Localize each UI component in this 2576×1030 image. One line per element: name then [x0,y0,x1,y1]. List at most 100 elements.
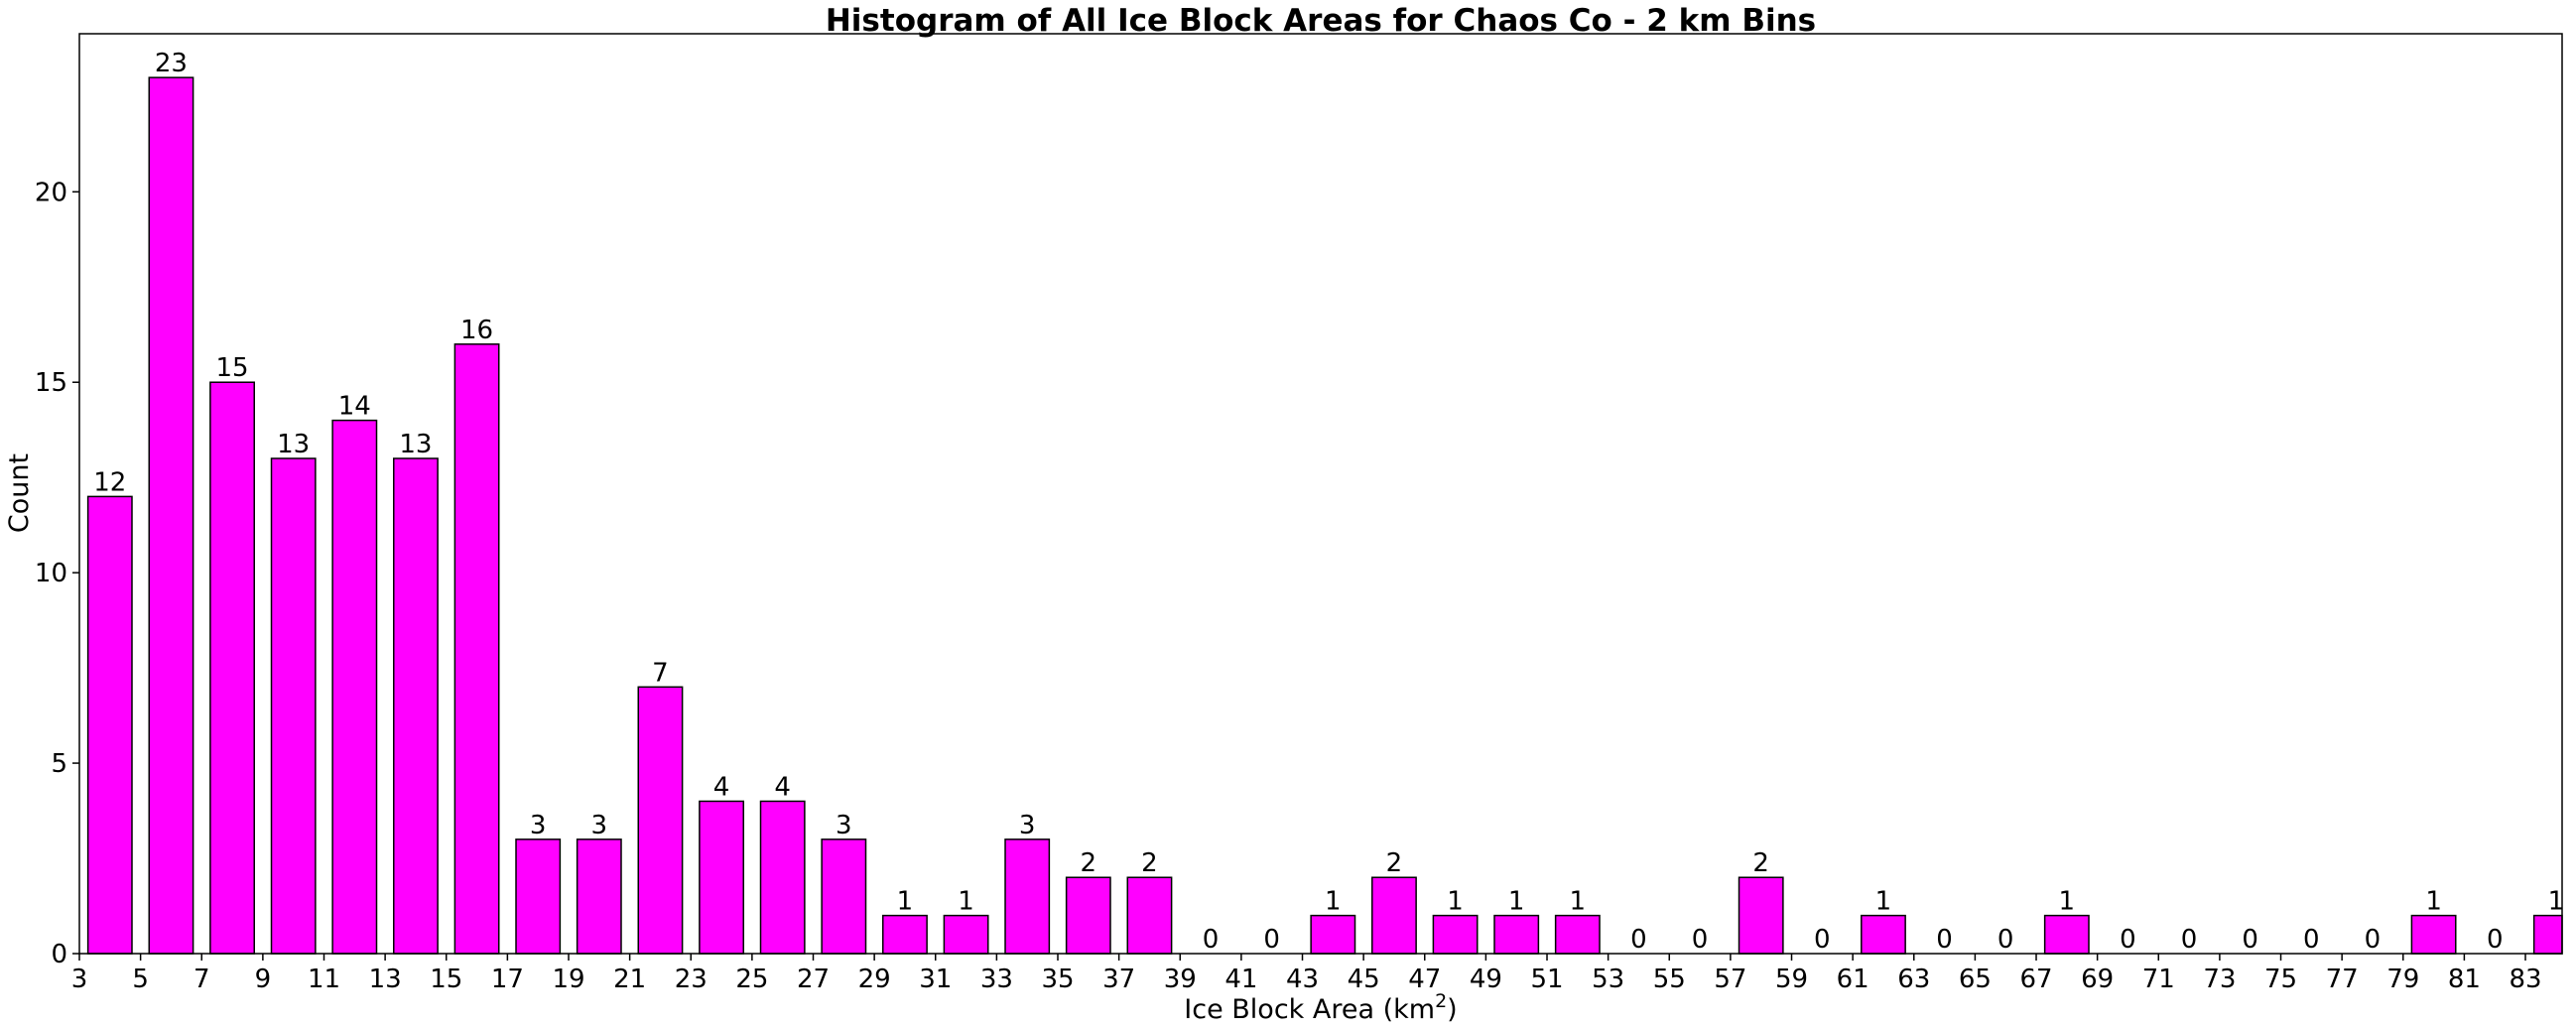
bar-count-label: 0 [2365,925,2382,955]
x-tick-label: 29 [858,965,891,994]
x-tick-label: 3 [71,965,88,994]
bar-count-label: 0 [1814,925,1831,955]
x-axis: 3 5 7 9 11 13 15 17 19 21 23 25 27 29 31 33 35 37 39 41 43 45… [71,954,2542,994]
bar-count-label: 0 [2303,925,2320,955]
x-tick-label: 53 [1592,965,1624,994]
histogram-bar [1065,876,1111,955]
histogram-bar [209,381,255,955]
y-tick-label: 5 [51,749,67,779]
bar-count-label: 0 [1203,925,1220,955]
bar-count-label: 1 [897,887,914,917]
bar-count-label: 2 [1141,848,1158,878]
x-tick-label: 21 [613,965,646,994]
x-tick-label: 75 [2264,965,2297,994]
bar-count-label: 1 [1570,887,1587,917]
x-tick-label: 63 [1897,965,1930,994]
bar-count-label: 1 [1875,887,1892,917]
histogram-bar [1861,914,1906,955]
x-tick-label: 51 [1530,965,1563,994]
x-tick-label: 61 [1837,965,1869,994]
chart-title: Histogram of All Ice Block Areas for Cha… [826,3,1816,39]
x-tick-label: 55 [1653,965,1686,994]
bar-count-label: 1 [2425,887,2442,917]
histogram-bar [393,457,439,955]
histogram-bar [1432,914,1479,955]
bar-count-label: 0 [1263,925,1280,955]
bar-count-label: 1 [2548,887,2565,917]
x-tick-label: 73 [2203,965,2236,994]
x-tick-label: 39 [1164,965,1197,994]
bar-count-label: 16 [460,316,493,345]
x-tick-label: 71 [2142,965,2175,994]
x-tick-label: 17 [491,965,524,994]
histogram-bar [453,343,500,955]
bar-count-label: 1 [1508,887,1525,917]
bar-count-label: 12 [93,467,126,497]
bar-count-label: 0 [2242,925,2258,955]
x-tick-label: 59 [1775,965,1808,994]
y-tick-label: 0 [51,940,67,969]
histogram-bar [1493,914,1540,955]
histogram-bar [86,495,133,955]
histogram-bar [1004,838,1051,955]
histogram-bar [882,914,928,955]
x-tick-label: 23 [675,965,708,994]
histogram-bar [515,838,562,955]
x-tick-label: 25 [735,965,768,994]
histogram-bar [270,457,317,955]
bars-group [86,76,2563,955]
bar-count-label: 2 [1081,848,1097,878]
histogram-bar [943,914,989,955]
histogram-bar [2043,914,2090,955]
x-tick-label: 47 [1408,965,1441,994]
bar-count-label: 0 [2120,925,2136,955]
bar-count-label: 0 [1997,925,2014,955]
x-tick-label: 43 [1286,965,1319,994]
histogram-bar [148,76,194,955]
x-tick-label: 69 [2081,965,2114,994]
bar-count-label: 23 [155,49,188,78]
bar-count-label: 0 [2487,925,2504,955]
bar-count-label: 15 [216,353,249,383]
bar-count-label: 3 [836,811,852,840]
x-tick-label: 33 [980,965,1013,994]
histogram-bar [1371,876,1417,955]
y-tick-label: 10 [35,559,67,588]
bar-count-label: 13 [399,430,432,459]
histogram-bar [2410,914,2457,955]
x-tick-label: 27 [797,965,830,994]
histogram-bar [759,800,806,955]
histogram-bar [1126,876,1173,955]
x-tick-label: 49 [1470,965,1502,994]
bar-count-label: 3 [591,811,608,840]
x-tick-label: 67 [2019,965,2052,994]
bar-count-label: 4 [713,772,730,802]
x-tick-label: 57 [1714,965,1746,994]
y-tick-label: 15 [35,368,67,398]
bar-count-label: 2 [1752,848,1769,878]
x-tick-label: 77 [2326,965,2359,994]
histogram-bar [576,838,622,955]
bar-count-label: 2 [1386,848,1403,878]
x-axis-label-superscript: 2 [1435,990,1447,1012]
y-tick-label: 20 [35,178,67,207]
bar-count-label: 13 [277,430,310,459]
histogram-bar [821,838,867,955]
bar-count-label: 4 [774,772,791,802]
x-tick-label: 7 [193,965,210,994]
x-tick-label: 83 [2509,965,2541,994]
bar-count-label: 1 [1325,887,1342,917]
bar-count-label: 1 [1447,887,1464,917]
x-tick-label: 37 [1102,965,1135,994]
bar-count-label: 1 [2059,887,2076,917]
x-axis-label: Ice Block Area (km2) [1184,990,1457,1025]
x-tick-label: 45 [1348,965,1380,994]
x-tick-label: 19 [552,965,584,994]
bar-count-label: 0 [2181,925,2198,955]
histogram-bar [637,686,684,955]
x-tick-label: 41 [1224,965,1257,994]
x-tick-label: 79 [2386,965,2419,994]
bar-count-label: 7 [652,658,669,688]
